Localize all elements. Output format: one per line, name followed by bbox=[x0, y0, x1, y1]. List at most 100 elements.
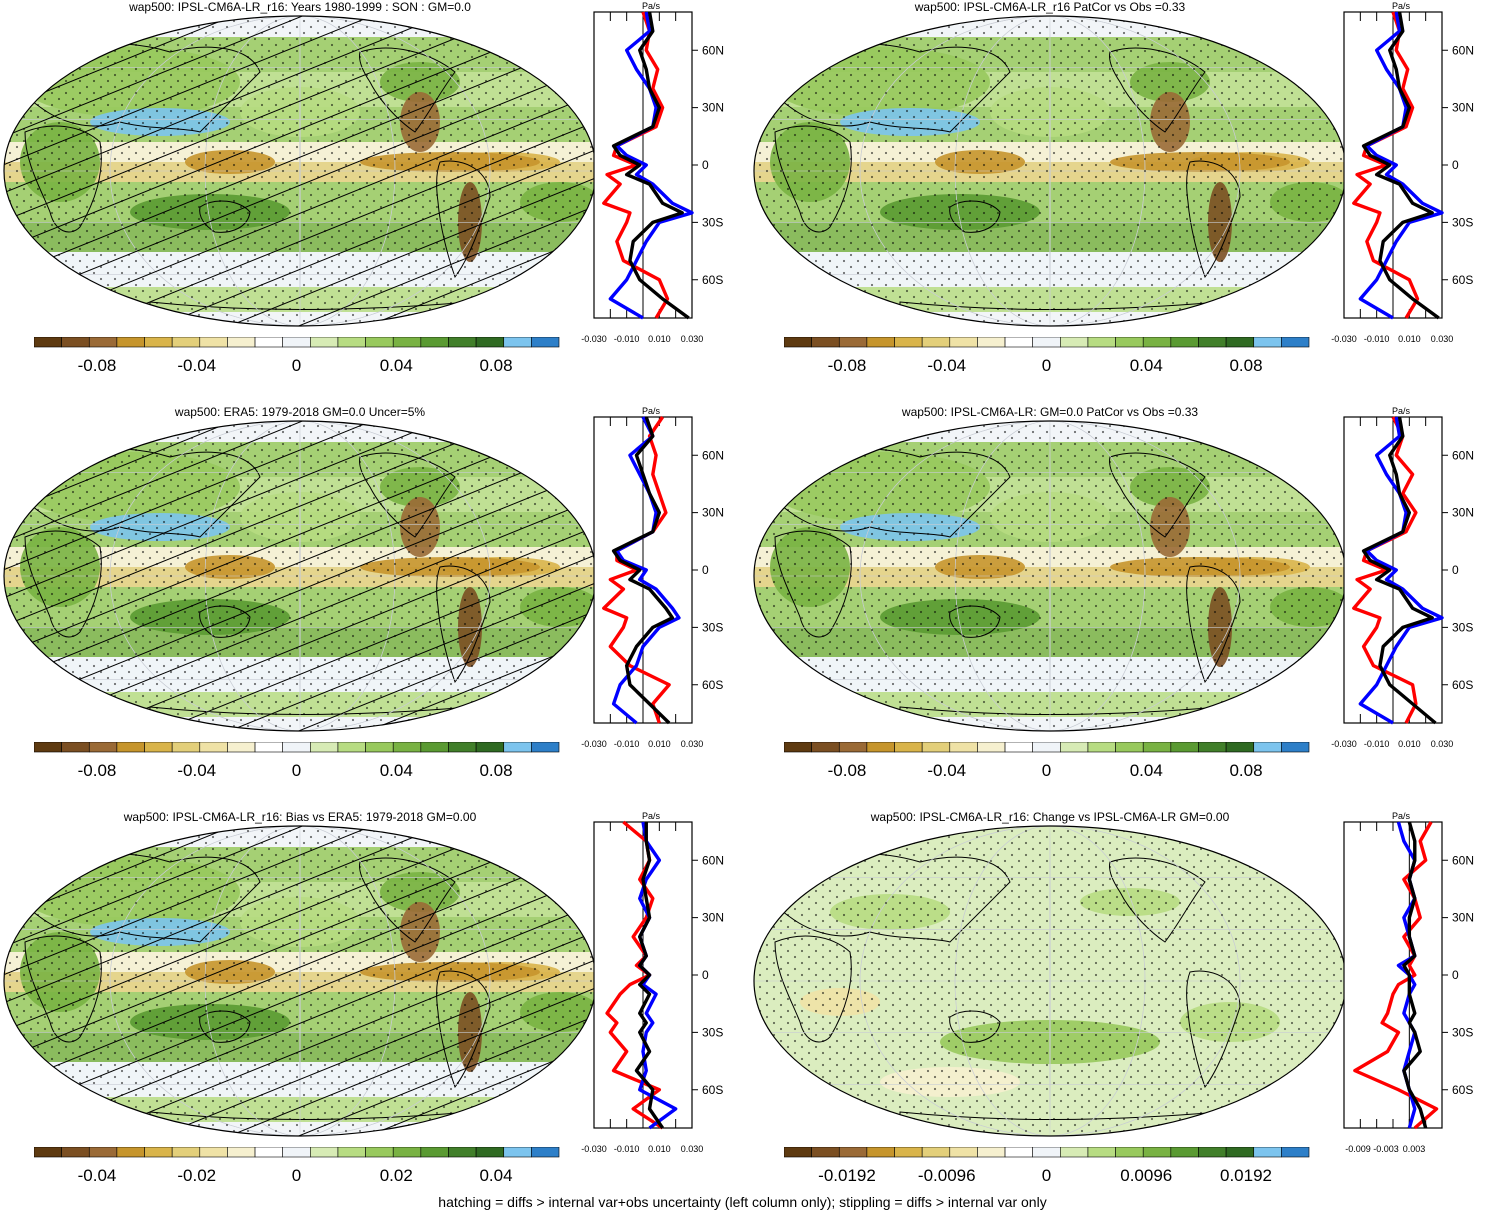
colorbar-label: 0.0192 bbox=[1220, 1166, 1272, 1185]
colorbar-swatch bbox=[365, 742, 394, 753]
colorbar-label: -0.08 bbox=[78, 761, 117, 780]
colorbar-swatch bbox=[1170, 337, 1199, 348]
profile-series-black bbox=[611, 416, 675, 725]
colorbar-swatch bbox=[866, 337, 895, 348]
colorbar-swatch bbox=[1281, 742, 1310, 753]
colorbar-swatch bbox=[1115, 337, 1144, 348]
colorbar-swatch bbox=[838, 337, 868, 348]
colorbar-swatch bbox=[88, 1147, 118, 1158]
colorbar-label: 0.04 bbox=[380, 356, 413, 375]
colorbar-swatch bbox=[503, 1147, 532, 1158]
colorbar-swatch bbox=[254, 337, 283, 348]
colorbar-swatch bbox=[1281, 337, 1310, 348]
profile-tick-label: -0.010 bbox=[1364, 739, 1390, 749]
robinson-map bbox=[3, 825, 597, 1137]
colorbar-swatch bbox=[88, 337, 118, 348]
lat-label: 60S bbox=[702, 678, 723, 692]
colorbar-swatch bbox=[1087, 742, 1116, 753]
panel-title: wap500: IPSL-CM6A-LR_r16 PatCor vs Obs =… bbox=[914, 0, 1186, 14]
colorbar-swatch bbox=[949, 742, 978, 753]
panel-model-patcor: wap500: IPSL-CM6A-LR_r16 PatCor vs Obs =… bbox=[750, 0, 1485, 400]
map-field bbox=[4, 16, 596, 326]
profile-unit: Pa/s bbox=[1392, 1, 1411, 11]
zonal-profile: Pa/s 60N 30N 0 30S 60S -0.030 -0.010 0.010 0.030 bbox=[581, 406, 724, 749]
colorbar-label: 0.08 bbox=[1229, 761, 1262, 780]
colorbar-label: -0.08 bbox=[828, 356, 867, 375]
colorbar-swatch bbox=[1032, 337, 1061, 348]
colorbar: -0.04 -0.02 0 0.02 0.04 bbox=[34, 1147, 560, 1185]
profile-series-black bbox=[1361, 11, 1440, 320]
colorbar-label: 0.08 bbox=[479, 356, 512, 375]
profile-unit: Pa/s bbox=[642, 1, 661, 11]
colorbar-swatch bbox=[949, 337, 978, 348]
colorbar-swatch bbox=[866, 1147, 895, 1158]
colorbar-swatch bbox=[420, 337, 449, 348]
lat-label: 0 bbox=[702, 968, 709, 982]
colorbar-swatch bbox=[144, 742, 173, 753]
colorbar-swatch bbox=[448, 337, 477, 348]
colorbar-swatch bbox=[392, 337, 422, 348]
colorbar-swatch bbox=[88, 742, 118, 753]
profile-tick-label: -0.003 bbox=[1373, 1144, 1399, 1154]
colorbar-swatch bbox=[1253, 742, 1282, 753]
map-field bbox=[754, 826, 1346, 1136]
colorbar-label: 0 bbox=[292, 761, 301, 780]
colorbar-swatch bbox=[784, 742, 812, 753]
lat-label: 30N bbox=[1452, 506, 1474, 520]
colorbar-swatch bbox=[282, 337, 311, 348]
colorbar-swatch bbox=[34, 1147, 62, 1158]
profile-unit: Pa/s bbox=[1392, 406, 1411, 416]
colorbar-swatch bbox=[894, 337, 923, 348]
lat-label: 30N bbox=[1452, 911, 1474, 925]
colorbar-swatch bbox=[34, 742, 62, 753]
colorbar-label: -0.0096 bbox=[918, 1166, 976, 1185]
colorbar-swatch bbox=[116, 337, 145, 348]
lat-label: 60S bbox=[702, 273, 723, 287]
profile-tick-label: 0.010 bbox=[648, 334, 671, 344]
stippling bbox=[754, 421, 1346, 731]
colorbar: -0.08 -0.04 0 0.04 0.08 bbox=[34, 742, 560, 780]
hatching bbox=[4, 421, 596, 731]
colorbar-swatch bbox=[199, 742, 228, 753]
profile-tick-label: -0.030 bbox=[581, 739, 607, 749]
colorbar-swatch bbox=[1225, 337, 1255, 348]
colorbar-swatch bbox=[784, 337, 812, 348]
profile-unit: Pa/s bbox=[1392, 811, 1411, 821]
colorbar-swatch bbox=[448, 1147, 477, 1158]
colorbar-swatch bbox=[1060, 1147, 1089, 1158]
colorbar-label: -0.0192 bbox=[818, 1166, 876, 1185]
colorbar-swatch bbox=[199, 337, 228, 348]
colorbar-swatch bbox=[838, 1147, 868, 1158]
colorbar-swatch bbox=[310, 742, 339, 753]
profile-series-blue bbox=[608, 11, 694, 320]
zonal-profile: Pa/s 60N 30N 0 30S 60S -0.030 -0.010 0.010 0.030 bbox=[581, 1, 724, 344]
profile-tick-label: -0.030 bbox=[581, 334, 607, 344]
colorbar-swatch bbox=[921, 337, 951, 348]
colorbar-label: -0.04 bbox=[927, 356, 966, 375]
colorbar-swatch bbox=[1142, 337, 1172, 348]
lat-label: 30S bbox=[702, 620, 723, 634]
lat-label: 60S bbox=[702, 1083, 723, 1097]
colorbar-label: -0.08 bbox=[78, 356, 117, 375]
footer-note: hatching = diffs > internal var+obs unce… bbox=[438, 1194, 1047, 1210]
colorbar-swatch bbox=[282, 742, 311, 753]
colorbar: -0.08 -0.04 0 0.04 0.08 bbox=[784, 337, 1310, 375]
colorbar-swatch bbox=[784, 1147, 812, 1158]
colorbar-label: -0.02 bbox=[177, 1166, 216, 1185]
lat-label: 0 bbox=[1452, 563, 1459, 577]
colorbar-label: 0.02 bbox=[380, 1166, 413, 1185]
colorbar-swatch bbox=[448, 742, 477, 753]
profile-tick-label: 0.010 bbox=[1398, 334, 1421, 344]
colorbar-swatch bbox=[838, 742, 868, 753]
colorbar-swatch bbox=[531, 742, 560, 753]
colorbar-swatch bbox=[503, 742, 532, 753]
colorbar-swatch bbox=[1225, 1147, 1255, 1158]
stippling bbox=[754, 16, 1346, 326]
colorbar-label: -0.08 bbox=[828, 761, 867, 780]
colorbar-label: -0.04 bbox=[177, 356, 216, 375]
stippling bbox=[754, 826, 1346, 1136]
colorbar-swatch bbox=[1142, 742, 1172, 753]
map-field bbox=[4, 826, 596, 1136]
zonal-profile: Pa/s 60N 30N 0 30S 60S -0.030 -0.010 0.010 0.030 bbox=[1331, 1, 1474, 344]
colorbar-label: 0.04 bbox=[380, 761, 413, 780]
